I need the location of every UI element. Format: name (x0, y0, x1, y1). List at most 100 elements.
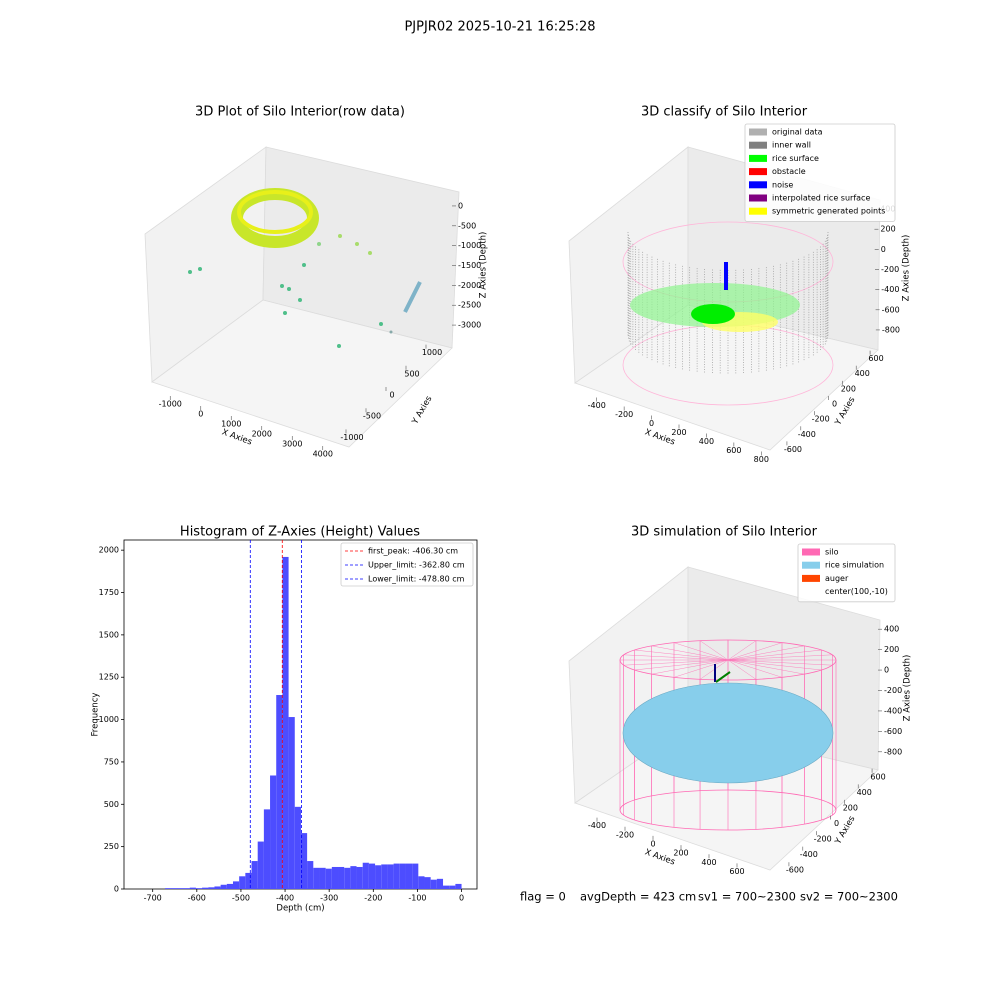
footer-text: avgDepth = 423 cm (580, 890, 696, 904)
scatter-points (188, 234, 393, 348)
x-tick-label: -400 (588, 401, 606, 410)
point (188, 270, 192, 274)
z-tick-label: -600 (882, 305, 900, 314)
bar (294, 806, 301, 889)
y-tick-label: -400 (798, 430, 816, 439)
y-tick-label: 600 (868, 354, 883, 363)
z-tick-label: -2500 (458, 301, 481, 310)
bar (177, 888, 184, 889)
x-tick-label: 200 (671, 428, 686, 437)
legend-box (797, 543, 896, 603)
z-tick-label: 400 (884, 625, 899, 634)
z-tick-label: -800 (882, 325, 900, 334)
legend-swatch (749, 181, 767, 189)
z-axis-label: Z Axies (Depth) (902, 235, 912, 302)
bar (375, 865, 382, 889)
y-tick-label: 200 (843, 803, 858, 812)
bar (214, 886, 221, 889)
y-tick-label: 2000 (99, 546, 119, 555)
x-tick-label: 4000 (313, 450, 333, 459)
bar (424, 877, 431, 889)
point (337, 344, 341, 348)
bar (436, 878, 444, 889)
x-tick-label: 400 (701, 858, 716, 867)
x-tick-label: 0 (650, 839, 655, 848)
wire (727, 642, 783, 661)
wire (727, 645, 805, 661)
bar (338, 866, 345, 889)
wire (673, 659, 729, 678)
bar (393, 863, 400, 889)
x-tick-label: -1000 (159, 400, 182, 409)
bar (226, 883, 233, 889)
footer-text: sv1 = 700~2300 (698, 890, 796, 904)
z-tick-label: -1500 (458, 261, 481, 270)
x-tick-label: -200 (364, 894, 382, 903)
legend-label: first_peak: -406.30 cm (368, 547, 458, 556)
legend-swatch (749, 128, 767, 136)
wire (727, 649, 822, 661)
y-tick-label: 1000 (422, 348, 442, 357)
legend-box (744, 123, 896, 222)
x-tick-label: 2000 (252, 430, 272, 439)
y-tick-label: 250 (104, 842, 119, 851)
pane (574, 304, 879, 451)
y-tick-label: -1000 (340, 433, 363, 442)
z-tick-label: -400 (881, 285, 899, 294)
wire (651, 659, 729, 675)
legend-swatch (802, 561, 820, 569)
z-tick-label: 0 (881, 245, 886, 254)
wire (673, 642, 729, 661)
y-tick-label: -400 (800, 850, 818, 859)
legend-label: inner wall (772, 141, 811, 150)
bar (387, 864, 394, 889)
wire (727, 659, 783, 678)
point (302, 263, 306, 267)
z-tick-label: 0 (884, 666, 889, 675)
legend-label: auger (825, 574, 849, 583)
legend-swatch (802, 574, 820, 582)
legend-label: interpolated rice surface (772, 194, 870, 203)
x-tick-label: 0 (198, 410, 203, 419)
rice-cloud (691, 304, 735, 324)
footer-text: flag = 0 (520, 890, 566, 904)
rice-surface (622, 682, 834, 784)
y-tick-label: 500 (104, 800, 119, 809)
z-tick-label: -3000 (458, 321, 481, 330)
bar (449, 885, 456, 889)
y-tick-label: 1500 (99, 630, 119, 639)
bar (276, 695, 283, 889)
auger-axis (715, 671, 731, 683)
legend-swatch (749, 141, 767, 149)
chart-title: 3D Plot of Silo Interior(row data) (195, 105, 405, 120)
bar (263, 809, 271, 889)
z-tick-label: 200 (880, 225, 895, 234)
y-axis-label: Frequency (91, 693, 101, 737)
x-axis-label: Depth (cm) (276, 904, 324, 914)
bar (381, 864, 388, 889)
x-tick-label: 400 (699, 437, 714, 446)
wire (727, 659, 757, 680)
point (287, 287, 291, 291)
legend-label: silo (825, 548, 839, 557)
bar (325, 868, 332, 889)
silo-outline (619, 639, 837, 681)
y-tick-label: 1750 (99, 588, 119, 597)
y-tick-label: 1250 (99, 673, 119, 682)
classified-cloud (622, 221, 834, 406)
bar (350, 866, 357, 889)
bar (362, 862, 369, 889)
wire (727, 659, 822, 671)
point (280, 284, 284, 288)
legend-swatch (749, 154, 767, 162)
point (355, 242, 359, 246)
z-axis-label: Z Axies (Depth) (479, 232, 489, 299)
y-tick-label: 1000 (99, 715, 119, 724)
x-tick-label: 600 (726, 446, 741, 455)
legend-label: Lower_limit: -478.80 cm (368, 575, 465, 584)
bar (356, 866, 363, 889)
point (283, 311, 287, 315)
bar (412, 863, 419, 889)
x-tick-label: 0 (649, 419, 654, 428)
